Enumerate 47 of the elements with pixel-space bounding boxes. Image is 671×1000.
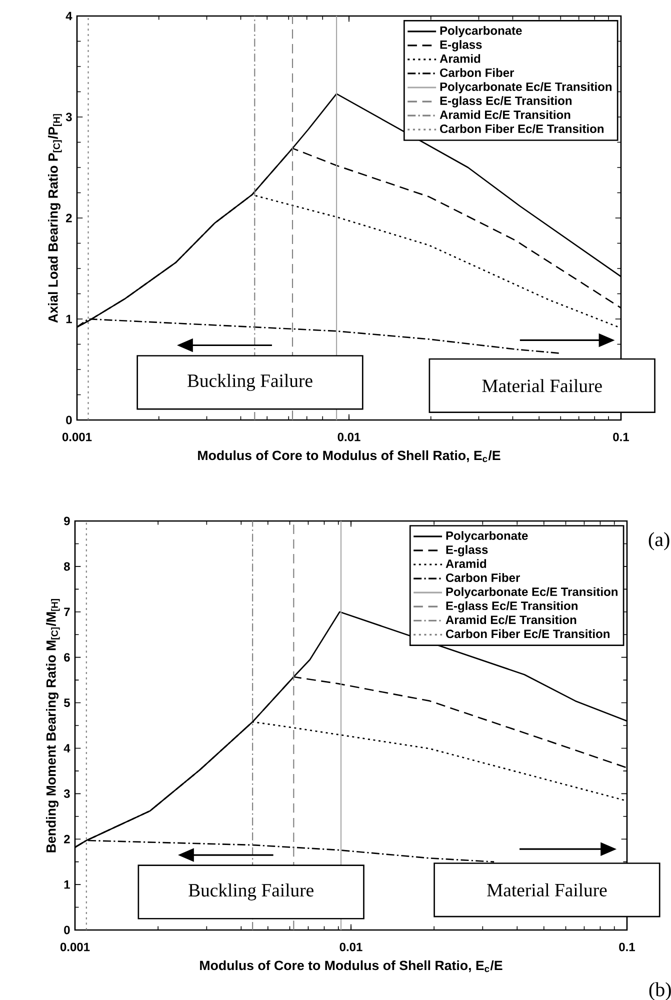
y-tick-label: 2 bbox=[66, 214, 72, 222]
legend-label: E-glass Ec/E Transition bbox=[446, 601, 578, 612]
legend-label: E-glass bbox=[446, 545, 488, 556]
x-tick-label: 0.01 bbox=[340, 942, 362, 952]
annotation: Material Failure bbox=[482, 379, 602, 392]
y-tick-label: 1 bbox=[66, 314, 72, 324]
x-tick-label: 0.001 bbox=[60, 942, 90, 952]
legend-label: Aramid Ec/E Transition bbox=[440, 110, 570, 120]
legend-label: Carbon Fiber Ec/E Transition bbox=[440, 124, 604, 134]
x-tick-label: 0.1 bbox=[613, 432, 629, 442]
y-axis-title: Bending Moment Bearing Ratio M$_{[C]}$/M$_{[H]}$ bbox=[46, 599, 60, 852]
y-tick-label: 2 bbox=[64, 834, 70, 844]
y-tick-label: 5 bbox=[64, 698, 70, 707]
y-tick-label: 4 bbox=[64, 744, 70, 752]
y-tick-label: 9 bbox=[64, 516, 70, 526]
y-tick-label: 6 bbox=[64, 653, 70, 662]
x-axis-title: Modulus of Core to Modulus of Shell Ratio, E$_{c}$/E bbox=[198, 450, 500, 462]
legend-label: Aramid bbox=[446, 559, 486, 568]
legend-label: Aramid Ec/E Transition bbox=[446, 615, 576, 624]
y-tick-label: 7 bbox=[64, 608, 70, 616]
y-tick-label: 1 bbox=[64, 880, 70, 889]
text: (a) bbox=[648, 532, 670, 550]
legend-label: E-glass bbox=[440, 40, 482, 52]
legend-label: Carbon Fiber Ec/E Transition bbox=[446, 629, 610, 638]
legend-label: Polycarbonate bbox=[440, 26, 522, 38]
legend-label: Carbon Fiber bbox=[440, 68, 514, 77]
y-tick-label: 4 bbox=[66, 12, 72, 20]
y-tick-label: 3 bbox=[64, 789, 70, 798]
legend-label: Polycarbonate bbox=[446, 531, 528, 542]
x-tick-label: 0.01 bbox=[338, 432, 360, 442]
legend-label: Carbon Fiber bbox=[446, 573, 520, 582]
y-tick-label: 3 bbox=[66, 112, 72, 122]
x-tick-label: 0.1 bbox=[619, 942, 635, 952]
x-tick-label: 0.001 bbox=[62, 432, 92, 442]
x-axis-title: Modulus of Core to Modulus of Shell Ratio, E$_{c}$/E bbox=[200, 960, 502, 972]
legend-label: E-glass Ec/E Transition bbox=[440, 96, 572, 108]
y-tick-label: 0 bbox=[66, 416, 72, 424]
legend-label: Polycarbonate Ec/E Transition bbox=[446, 587, 618, 598]
text: (b) bbox=[649, 982, 671, 1000]
annotation: Buckling Failure bbox=[188, 374, 312, 391]
annotation: Buckling Failure bbox=[188, 883, 314, 900]
y-axis-title: Axial Load Bearing Ratio P$_{[C]}$/P$_{[H]}$ bbox=[48, 114, 62, 323]
y-tick-label: 8 bbox=[64, 562, 70, 571]
legend-label: Polycarbonate Ec/E Transition bbox=[440, 82, 612, 94]
legend-label: Aramid bbox=[440, 54, 480, 63]
y-tick-label: 0 bbox=[64, 926, 70, 934]
annotation: Material Failure bbox=[487, 883, 607, 896]
